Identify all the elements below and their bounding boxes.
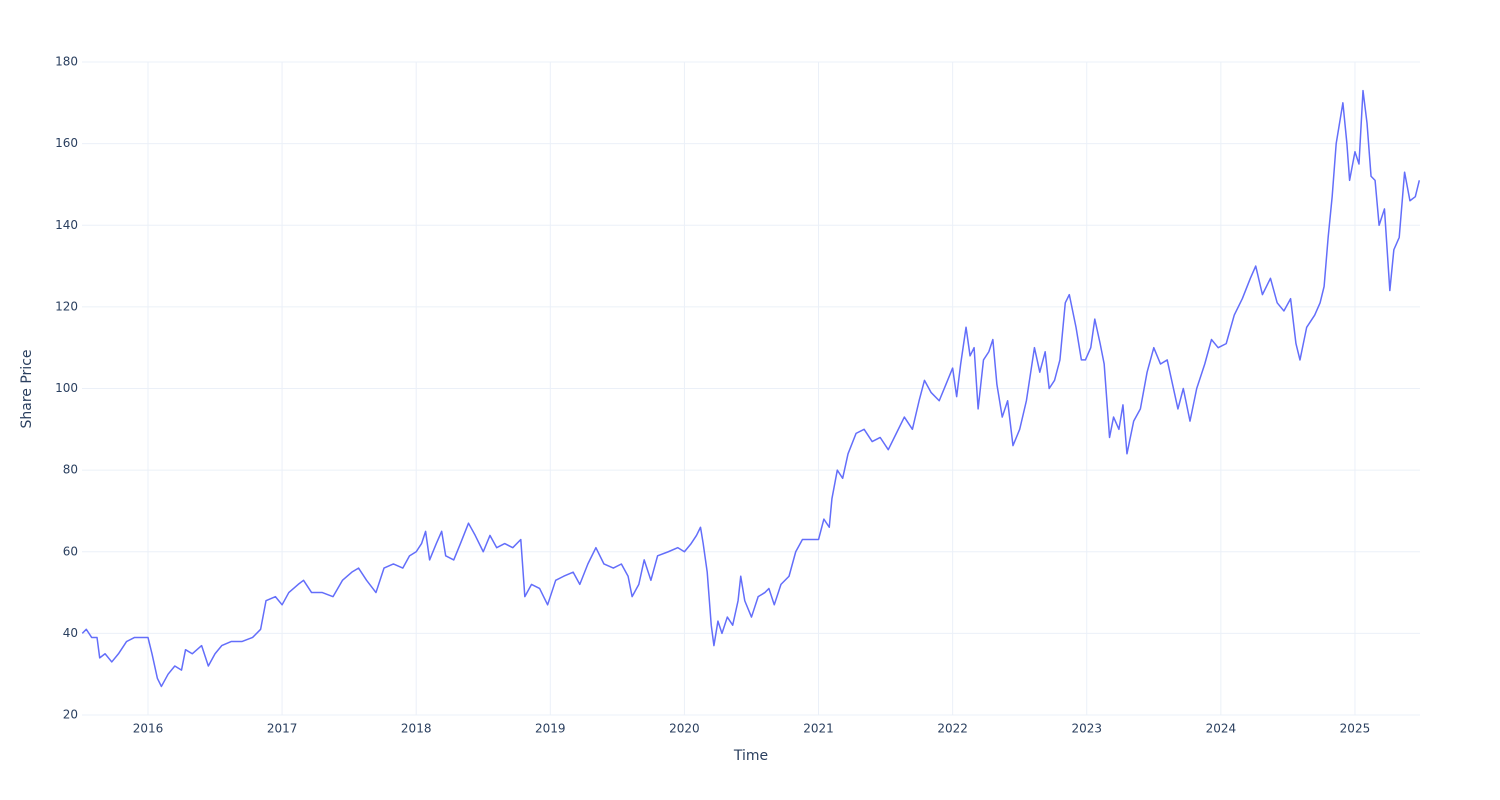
y-axis-title: Share Price (19, 349, 35, 428)
x-tick-label: 2020 (669, 722, 700, 736)
y-tick-label: 120 (55, 299, 78, 313)
x-tick-label: 2022 (937, 722, 968, 736)
y-tick-label: 160 (55, 136, 78, 150)
x-tick-label: 2017 (267, 722, 298, 736)
x-tick-label: 2021 (803, 722, 834, 736)
y-tick-label: 180 (55, 55, 78, 69)
y-tick-label: 80 (63, 463, 78, 477)
x-tick-label: 2018 (401, 722, 432, 736)
price-line (81, 89, 1421, 688)
x-tick-label: 2016 (133, 722, 164, 736)
y-tick-label: 20 (63, 708, 78, 722)
y-tick-label: 40 (63, 626, 78, 640)
y-tick-label: 100 (55, 381, 78, 395)
y-tick-label: 140 (55, 218, 78, 232)
x-tick-label: 2024 (1206, 722, 1237, 736)
x-tick-label: 2019 (535, 722, 566, 736)
x-axis-title: Time (733, 748, 768, 764)
x-tick-label: 2025 (1340, 722, 1371, 736)
x-tick-label: 2023 (1071, 722, 1102, 736)
y-tick-label: 60 (63, 544, 78, 558)
